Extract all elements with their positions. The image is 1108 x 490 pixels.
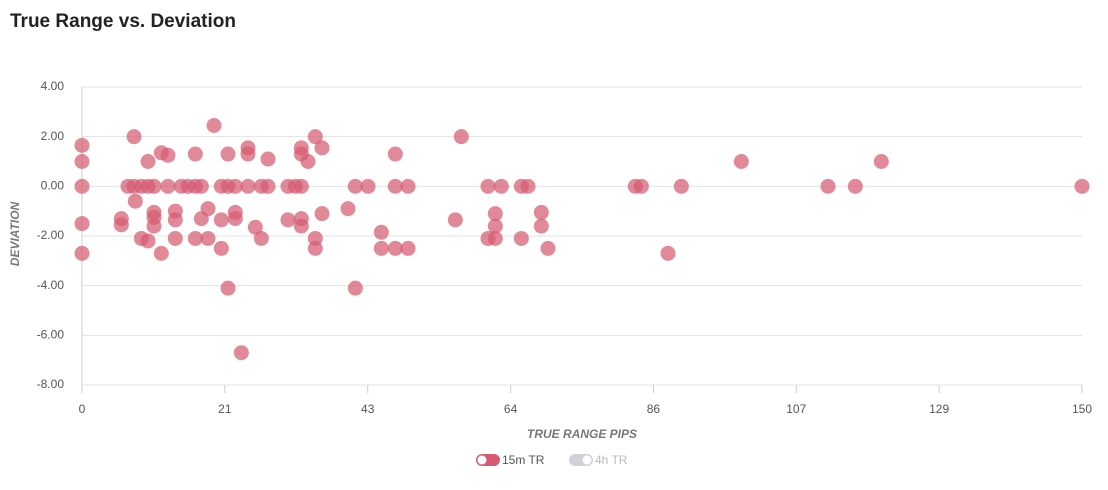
- point: [240, 146, 256, 162]
- point: [213, 212, 229, 228]
- y-tick-label: 0.00: [41, 179, 65, 193]
- point: [314, 140, 330, 156]
- point: [220, 146, 236, 162]
- point: [247, 219, 263, 235]
- x-tick-label: 86: [647, 402, 661, 416]
- point: [820, 178, 836, 194]
- point: [260, 178, 276, 194]
- point: [140, 154, 156, 169]
- point: [387, 240, 403, 256]
- point: [126, 129, 142, 145]
- point: [360, 178, 376, 194]
- point: [167, 212, 183, 228]
- point: [314, 206, 330, 222]
- point: [1074, 178, 1090, 194]
- point: [280, 212, 296, 228]
- point: [373, 224, 389, 240]
- x-tick-label: 0: [79, 402, 86, 416]
- point: [187, 230, 203, 246]
- point: [347, 178, 363, 194]
- x-tick-label: 64: [504, 402, 518, 416]
- y-tick-label: 2.00: [41, 129, 65, 143]
- point: [74, 137, 90, 153]
- point: [74, 178, 90, 194]
- x-tick-label: 43: [361, 402, 375, 416]
- y-tick-label: -2.00: [37, 228, 65, 242]
- x-axis-title: TRUE RANGE PIPS: [527, 427, 637, 441]
- y-tick-label: 4.00: [41, 79, 65, 93]
- point: [453, 129, 469, 145]
- point: [533, 204, 549, 220]
- point: [227, 211, 243, 227]
- x-tick-label: 21: [218, 402, 232, 416]
- point: [447, 212, 463, 228]
- point: [660, 245, 676, 261]
- point: [487, 206, 503, 222]
- x-tick-label: 150: [1072, 402, 1092, 416]
- point: [373, 240, 389, 256]
- x-tick-label: 107: [786, 402, 806, 416]
- point: [260, 151, 276, 167]
- point: [533, 218, 549, 234]
- point: [213, 240, 229, 256]
- point: [160, 147, 176, 163]
- point: [347, 280, 363, 296]
- point: [300, 154, 316, 169]
- legend-knob[interactable]: [477, 455, 487, 465]
- point: [387, 178, 403, 194]
- point: [193, 178, 209, 194]
- point: [487, 218, 503, 234]
- x-tick-label: 129: [929, 402, 949, 416]
- point: [74, 154, 90, 169]
- legend-label[interactable]: 4h TR: [595, 453, 628, 467]
- point: [113, 217, 129, 233]
- point: [153, 245, 169, 261]
- point: [873, 154, 889, 169]
- point: [74, 245, 90, 261]
- point: [487, 230, 503, 246]
- y-tick-label: -8.00: [37, 377, 65, 391]
- point: [200, 230, 216, 246]
- point: [200, 201, 216, 217]
- point: [240, 178, 256, 194]
- point: [160, 178, 176, 194]
- point: [673, 178, 689, 194]
- point: [480, 178, 496, 194]
- y-axis-title: DEVIATION: [8, 201, 22, 266]
- point: [307, 129, 323, 145]
- legend-knob[interactable]: [582, 455, 592, 465]
- point: [540, 240, 556, 256]
- point: [206, 117, 222, 133]
- point: [227, 178, 243, 194]
- point: [293, 178, 309, 194]
- point: [387, 146, 403, 162]
- point: [127, 193, 143, 209]
- point: [233, 345, 249, 361]
- point: [146, 218, 162, 234]
- point: [733, 154, 749, 169]
- chart-title: True Range vs. Deviation: [10, 11, 236, 32]
- point: [400, 240, 416, 256]
- point: [187, 146, 203, 162]
- point: [633, 178, 649, 194]
- point: [140, 233, 156, 249]
- y-tick-label: -4.00: [37, 278, 65, 292]
- point: [513, 230, 529, 246]
- legend-label[interactable]: 15m TR: [502, 453, 545, 467]
- point: [293, 218, 309, 234]
- point: [253, 230, 269, 246]
- point: [493, 178, 509, 194]
- point: [400, 178, 416, 194]
- point: [220, 280, 236, 296]
- point: [167, 230, 183, 246]
- y-tick-label: -6.00: [37, 328, 65, 342]
- point: [847, 178, 863, 194]
- point: [520, 178, 536, 194]
- point: [307, 240, 323, 256]
- point: [74, 216, 90, 232]
- point: [146, 178, 162, 194]
- point: [340, 201, 356, 217]
